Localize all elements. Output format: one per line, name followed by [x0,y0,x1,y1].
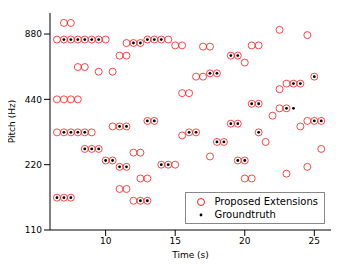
svg-text:10: 10 [100,236,112,246]
svg-text:Time (s): Time (s) [171,250,209,260]
svg-text:220: 220 [25,160,42,170]
svg-text:Pitch (Hz): Pitch (Hz) [8,100,17,143]
svg-text:110: 110 [25,225,42,235]
svg-text:25: 25 [309,236,320,246]
html-text:Groundtruth: Groundtruth [214,209,276,220]
svg-text:20: 20 [239,236,251,246]
svg-text:880: 880 [25,29,42,39]
svg-text:440: 440 [25,95,42,105]
html-text:Proposed Extensions: Proposed Extensions [214,196,318,207]
svg-text:15: 15 [169,236,180,246]
